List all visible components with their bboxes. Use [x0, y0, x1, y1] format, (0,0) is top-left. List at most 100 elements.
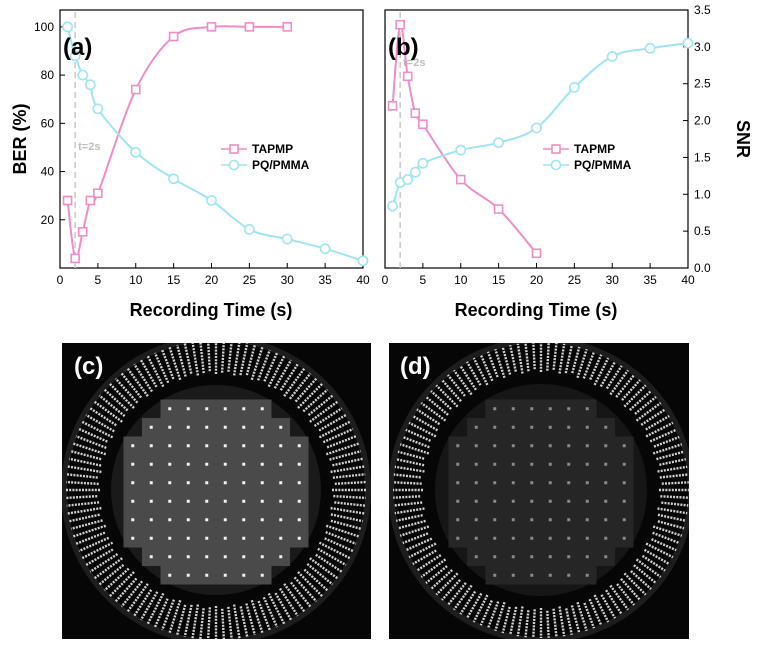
data-point-tapmp: [531, 248, 542, 259]
page-dot: [242, 462, 246, 466]
ray-stripe: [206, 607, 212, 639]
data-point-tapmp: [282, 22, 293, 32]
ray-stripe: [659, 473, 689, 479]
ray-stripe: [66, 501, 100, 507]
page-dot: [186, 555, 190, 559]
ray-stripe: [583, 602, 596, 629]
ray-stripe: [652, 525, 683, 537]
page-dot: [149, 518, 153, 522]
ray-stripe: [126, 583, 149, 613]
page-dot: [223, 518, 227, 522]
ray-stripe: [329, 450, 362, 461]
page-dot: [260, 444, 264, 448]
ray-stripe: [634, 395, 657, 415]
ray-stripe: [120, 580, 144, 608]
ray-stripe: [332, 473, 366, 479]
page-dot: [149, 499, 153, 503]
page-dot: [474, 518, 478, 522]
page-dot: [622, 499, 626, 503]
data-point-pq: [206, 195, 217, 206]
ray-stripe: [302, 388, 329, 413]
page-dot: [260, 518, 264, 522]
ray-stripe: [120, 372, 143, 399]
data-point-tapmp: [395, 19, 405, 30]
ray-stripe: [330, 519, 362, 530]
ray-stripe: [153, 598, 169, 628]
ray-stripe: [623, 384, 647, 408]
ray-stripe: [494, 601, 506, 632]
ray-stripe: [616, 583, 636, 606]
x-tick-label: 5: [95, 273, 102, 287]
y-tick-label: 1.5: [694, 150, 711, 164]
x-tick-label: 40: [356, 273, 370, 287]
page-dot: [604, 444, 608, 448]
page-dot: [548, 425, 552, 429]
ray-stripe: [425, 395, 449, 416]
y-axis-title-a: BER (%): [10, 103, 30, 174]
ray-stripe: [307, 394, 334, 417]
ray-stripe: [66, 480, 99, 486]
x-tick-label: 35: [318, 273, 332, 287]
x-tick-label: 20: [205, 273, 219, 287]
page-dot: [186, 518, 190, 522]
page-dot: [242, 481, 246, 485]
data-point-pq: [493, 137, 505, 149]
page-dot: [511, 555, 515, 559]
ray-stripe: [283, 367, 306, 397]
ray-stripe: [605, 589, 623, 615]
ray-stripe: [441, 579, 461, 601]
ray-stripe: [257, 600, 271, 631]
ray-stripe: [67, 465, 102, 474]
y-tick-label: 100: [34, 20, 54, 34]
page-dot: [622, 481, 626, 485]
y-tick-label: 2.0: [694, 114, 711, 128]
ray-stripe: [98, 563, 125, 586]
ray-stripe: [330, 513, 363, 523]
ray-stripe: [472, 357, 489, 386]
ray-stripe: [552, 608, 558, 638]
ray-stripe: [161, 349, 175, 380]
page-dot: [622, 518, 626, 522]
page-dot: [474, 555, 478, 559]
ray-stripe: [486, 351, 499, 378]
ray-stripe: [576, 601, 588, 632]
ray-stripe: [93, 400, 123, 423]
series-line-tapmp: [66, 25, 288, 261]
ray-stripe: [326, 435, 357, 449]
ray-stripe: [207, 343, 211, 372]
ray-stripe: [576, 348, 588, 379]
ray-stripe: [303, 568, 329, 592]
page-dot: [604, 499, 608, 503]
data-point-tapmp: [455, 174, 466, 185]
page-dot: [511, 481, 515, 485]
data-point-tapmp: [418, 119, 428, 130]
data-page-d: [448, 399, 634, 585]
page-dot: [474, 425, 478, 429]
y-tick-label: 2.5: [694, 77, 711, 91]
page-dot: [474, 481, 478, 485]
ray-stripe: [333, 494, 366, 500]
ray-stripe: [267, 355, 286, 388]
data-point-tapmp: [93, 188, 103, 199]
page-dot: [511, 425, 515, 429]
ray-stripe: [245, 344, 256, 376]
ray-stripe: [293, 576, 318, 603]
data-point-pq: [62, 21, 73, 33]
x-tick-label: 40: [681, 273, 695, 287]
page-dot: [223, 499, 227, 503]
x-tick-label: 25: [568, 273, 582, 287]
ray-stripe: [605, 365, 623, 390]
series-line-pq: [66, 26, 364, 262]
page-dot: [149, 555, 153, 559]
ray-stripe: [70, 519, 103, 530]
page-dot: [567, 555, 571, 559]
ray-stripe: [81, 541, 114, 560]
page-dot: [493, 462, 497, 466]
x-tick-label: 30: [606, 273, 620, 287]
page-dot: [297, 444, 301, 448]
ray-stripe: [72, 442, 107, 456]
data-point-tapmp: [206, 22, 217, 32]
page-dot: [548, 481, 552, 485]
ray-stripe: [558, 343, 566, 374]
